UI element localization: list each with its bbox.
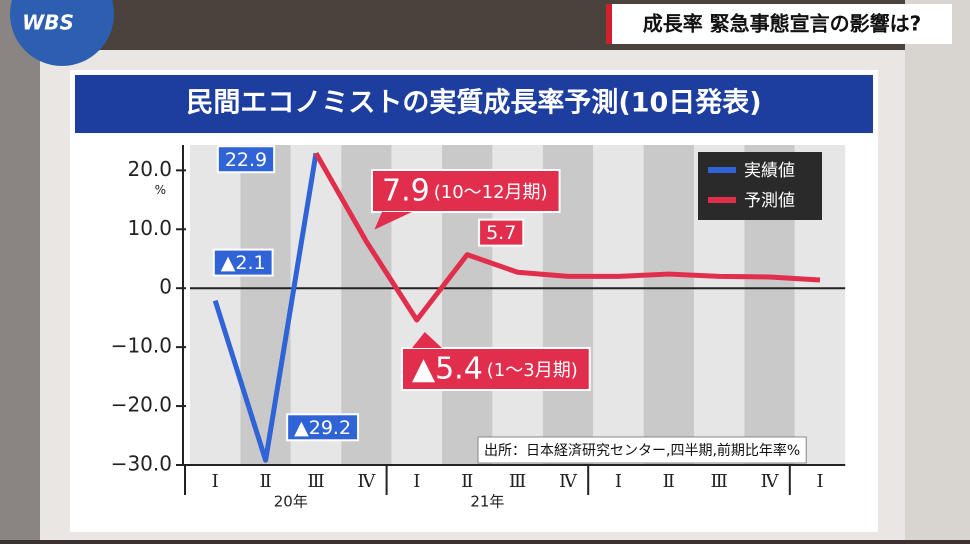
logo-circle: [10, 0, 114, 66]
x-tick-label: Ⅲ: [711, 471, 728, 492]
x-tick-label: Ⅰ: [816, 471, 823, 492]
studio-wall: [905, 0, 970, 540]
series-line: [212, 152, 319, 463]
year-label: 21年: [470, 493, 504, 511]
annotation: (10～12月期): [434, 182, 548, 203]
callout-box: [478, 218, 525, 247]
unit-label: %: [155, 183, 166, 197]
source-box: [477, 436, 807, 464]
x-tick-label: Ⅱ: [461, 471, 473, 492]
x-tick-label: Ⅲ: [307, 471, 324, 492]
callout-box: [212, 248, 274, 277]
column-band: [290, 145, 342, 465]
chart-title: 民間エコノミストの実質成長率予測(10日発表): [186, 87, 761, 119]
legend-label: 実績値: [744, 161, 795, 181]
column-band: [643, 145, 694, 465]
value-label: ▲2.1: [221, 252, 266, 274]
legend-box: [698, 152, 822, 220]
x-tick-label: Ⅰ: [413, 471, 420, 492]
y-tick-label: −10.0: [111, 334, 172, 358]
series-line: [313, 152, 821, 323]
source: 出所：日本経済研究センター,四半期,前期比年率%: [484, 442, 800, 459]
x-tick-label: Ⅳ: [761, 471, 780, 492]
column-band: [593, 145, 644, 465]
headline-accent: [606, 4, 612, 44]
x-tick-label: Ⅳ: [559, 471, 578, 492]
y-tick-label: −20.0: [111, 393, 172, 417]
x-tick-label: Ⅰ: [615, 471, 622, 492]
y-tick-label: 10.0: [127, 216, 172, 240]
legend-label: 予測値: [744, 191, 795, 211]
callout-box: [401, 347, 591, 391]
headline: 成長率 緊急事態宣言の影響は?: [643, 12, 922, 36]
title-banner: [75, 75, 873, 133]
value-label: 7.9: [382, 174, 430, 209]
y-tick-label: −30.0: [111, 452, 172, 476]
x-tick-label: Ⅱ: [663, 471, 675, 492]
value-label: 5.7: [486, 222, 516, 244]
callout-pointer: [374, 212, 412, 230]
x-tick-label: Ⅲ: [509, 471, 526, 492]
value-label: ▲29.2: [294, 417, 351, 439]
x-tick-label: Ⅳ: [357, 471, 376, 492]
logo: WBS: [22, 11, 74, 35]
column-band: [240, 145, 291, 465]
y-tick-label: 0: [159, 275, 172, 299]
callout-pointer: [412, 332, 442, 348]
x-tick-label: Ⅱ: [259, 471, 271, 492]
value-label: 22.9: [225, 149, 267, 171]
callout-box: [286, 413, 360, 442]
x-tick-label: Ⅰ: [212, 471, 219, 492]
callout-box: [371, 169, 561, 213]
annotation: (1～3月期): [487, 360, 578, 381]
headline-box: [612, 4, 952, 44]
callout-box: [216, 145, 276, 174]
year-label: 20年: [274, 493, 308, 511]
value-label: ▲5.4: [412, 352, 483, 387]
studio-wall: [0, 0, 40, 540]
y-tick-label: 20.0: [127, 157, 172, 181]
